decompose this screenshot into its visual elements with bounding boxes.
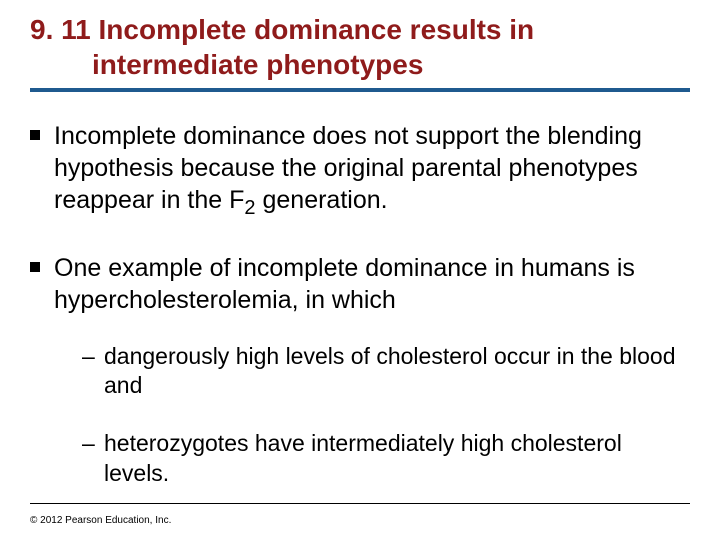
title-line-2: intermediate phenotypes [30,47,690,82]
slide-title: 9. 11 Incomplete dominance results in in… [30,12,690,82]
title-line-1: 9. 11 Incomplete dominance results in [30,12,690,47]
copyright-text: © 2012 Pearson Education, Inc. [30,515,171,526]
footer-rule [30,503,690,504]
dash-item: heterozygotes have intermediately high c… [82,429,690,489]
dash-item: dangerously high levels of cholesterol o… [82,342,690,402]
slide: 9. 11 Incomplete dominance results in in… [0,0,720,540]
bullet-text: One example of incomplete dominance in h… [54,254,635,314]
slide-title-block: 9. 11 Incomplete dominance results in in… [30,12,690,92]
bullet-item: Incomplete dominance does not support th… [30,120,690,222]
bullet-list: Incomplete dominance does not support th… [30,120,690,489]
bullet-item: One example of incomplete dominance in h… [30,252,690,490]
dash-list: dangerously high levels of cholesterol o… [54,342,690,490]
subscript: 2 [244,197,255,219]
title-underline [30,88,690,92]
bullet-text: generation. [256,186,388,214]
